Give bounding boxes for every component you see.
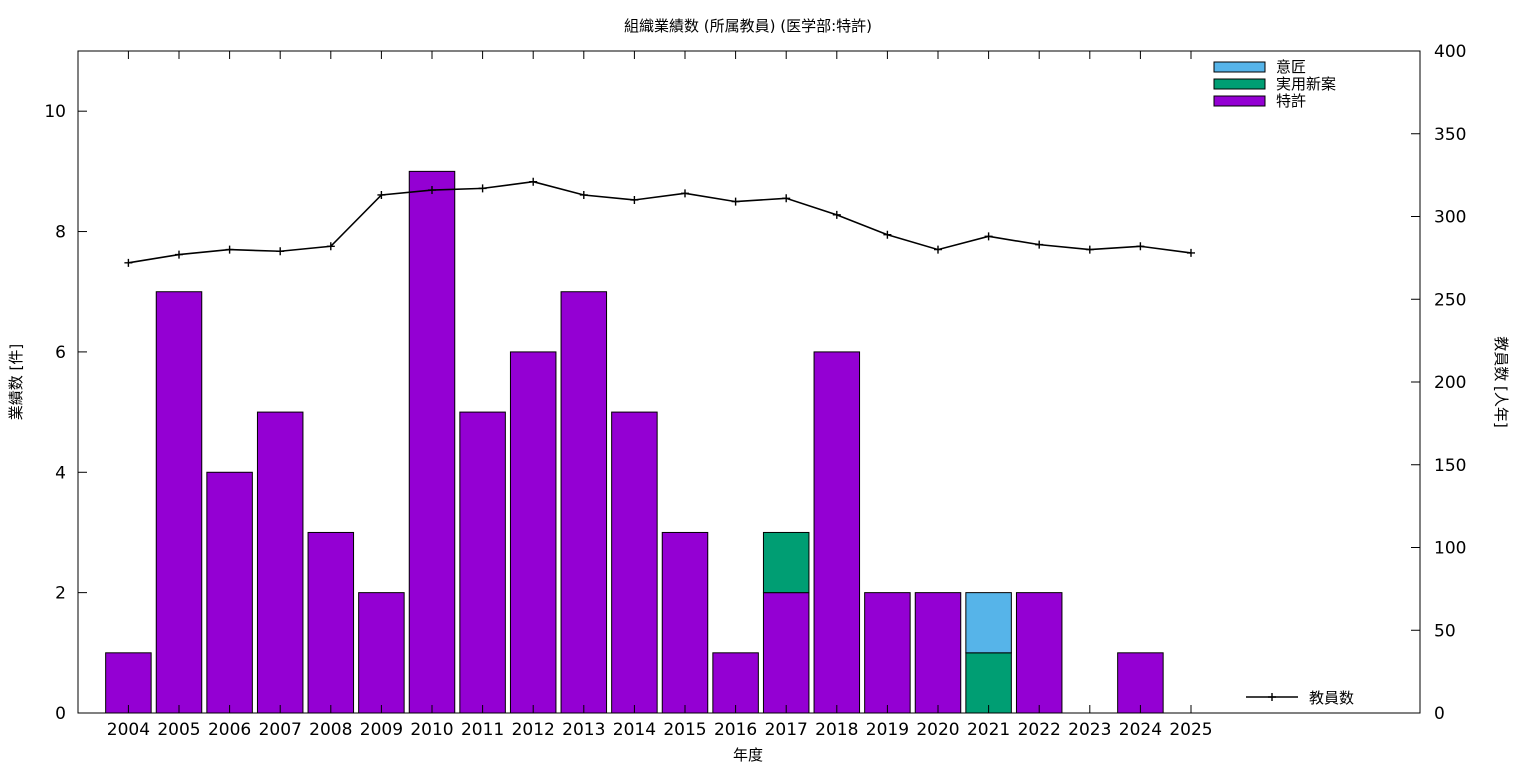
x-tick-label: 2024 (1119, 720, 1162, 740)
y-tick-label: 8 (55, 223, 66, 243)
y-tick-label: 4 (55, 463, 66, 483)
y-tick-label: 2 (55, 584, 66, 604)
bar-2006-特許 (206, 471, 253, 714)
y-tick-label: 0 (55, 704, 66, 724)
x-tick-label: 2004 (107, 720, 150, 740)
bar-2022-特許 (1015, 592, 1063, 714)
line-point-2007 (276, 247, 285, 256)
line-point-2011 (478, 184, 487, 193)
line-point-2008 (326, 242, 335, 251)
x-tick-label: 2022 (1018, 720, 1061, 740)
line-layer (124, 177, 1195, 267)
line-point-2010 (428, 186, 436, 195)
bar-2016-特許 (712, 652, 759, 714)
x-tick-label: 2009 (360, 720, 403, 740)
x-tick-label: 2010 (410, 720, 453, 740)
line-point-2012 (529, 177, 538, 186)
line-point-2022 (1035, 240, 1044, 249)
line-point-2024 (1136, 242, 1145, 251)
bar-2015-特許 (661, 531, 709, 714)
bar-2021-意匠 (965, 592, 1012, 654)
x-tick-label: 2005 (157, 720, 200, 740)
x-tick-label: 2016 (714, 720, 757, 740)
legend-label-実用新案: 実用新案 (1276, 75, 1336, 93)
bar-2017-実用新案 (762, 531, 810, 594)
bars-layer (105, 170, 1164, 714)
y-axis-title: 業績数 [件] (7, 344, 25, 420)
bar-2010-特許 (408, 170, 456, 714)
legend-line-marker (1268, 693, 1276, 701)
bar-2009-特許 (358, 592, 405, 714)
y2-axis-title: 教員数 [人年] (1492, 336, 1510, 427)
y2-tick-label: 350 (1434, 125, 1466, 145)
bar-2008-特許 (307, 531, 355, 714)
line-point-2005 (175, 250, 183, 259)
bar-2014-特許 (611, 411, 658, 714)
x-tick-label: 2025 (1169, 720, 1212, 740)
bar-2017-特許 (762, 592, 810, 714)
bar-2018-特許 (813, 351, 861, 714)
x-tick-label: 2018 (815, 720, 858, 740)
legend-label-意匠: 意匠 (1276, 58, 1306, 76)
bar-2004-特許 (105, 652, 152, 714)
x-tick-label: 2012 (512, 720, 555, 740)
y-tick-label: 10 (44, 102, 66, 122)
bar-2013-特許 (560, 291, 608, 714)
y2-tick-label: 50 (1434, 621, 1456, 641)
y2-tick-label: 300 (1434, 208, 1466, 228)
x-tick-label: 2007 (259, 720, 302, 740)
line-point-2018 (832, 210, 841, 219)
y2-tick-label: 400 (1434, 42, 1466, 62)
bar-2007-特許 (256, 411, 304, 714)
x-tick-label: 2021 (967, 720, 1010, 740)
x-tick-label: 2008 (309, 720, 352, 740)
line-series-path (128, 180, 1192, 264)
x-tick-label: 2023 (1068, 720, 1111, 740)
y2-tick-label: 0 (1434, 704, 1445, 724)
x-tick-label: 2013 (562, 720, 605, 740)
x-tick-label: 2017 (765, 720, 808, 740)
bar-2024-特許 (1117, 652, 1164, 714)
x-tick-label: 2011 (461, 720, 504, 740)
y2-tick-label: 250 (1434, 290, 1466, 310)
line-point-2015 (681, 189, 689, 198)
bar-2020-特許 (914, 592, 962, 714)
legend-swatch-意匠 (1213, 61, 1266, 73)
line-point-2025 (1187, 248, 1195, 257)
line-point-2004 (124, 258, 133, 267)
line-point-2016 (731, 197, 740, 206)
bar-2011-特許 (459, 411, 506, 714)
line-point-2009 (377, 190, 386, 199)
line-point-2006 (225, 245, 234, 254)
chart-title: 組織業績数 (所属教員) (医学部:特許) (624, 17, 872, 35)
line-point-2014 (630, 195, 639, 204)
x-tick-label: 2015 (663, 720, 706, 740)
line-point-2020 (934, 245, 942, 254)
x-tick-label: 2006 (208, 720, 251, 740)
bar-2012-特許 (509, 351, 557, 714)
line-point-2013 (579, 190, 588, 199)
bar-2005-特許 (155, 291, 203, 714)
line-point-2021 (984, 232, 993, 241)
y2-tick-label: 150 (1434, 456, 1466, 476)
legend-swatch-特許 (1213, 95, 1266, 107)
line-point-2023 (1085, 245, 1094, 254)
y2-tick-label: 100 (1434, 539, 1466, 559)
x-axis-title: 年度 (733, 746, 763, 764)
legend-swatch-実用新案 (1213, 78, 1266, 90)
y-tick-label: 6 (55, 343, 66, 363)
legend-label-特許: 特許 (1276, 92, 1306, 110)
bar-2019-特許 (864, 592, 911, 714)
x-tick-label: 2019 (866, 720, 909, 740)
legend-label-教員数: 教員数 (1309, 689, 1354, 707)
line-point-2019 (883, 230, 892, 239)
y2-tick-label: 200 (1434, 373, 1466, 393)
bar-2021-実用新案 (965, 652, 1012, 714)
x-tick-label: 2020 (916, 720, 959, 740)
line-point-2017 (782, 194, 791, 203)
x-tick-label: 2014 (613, 720, 656, 740)
